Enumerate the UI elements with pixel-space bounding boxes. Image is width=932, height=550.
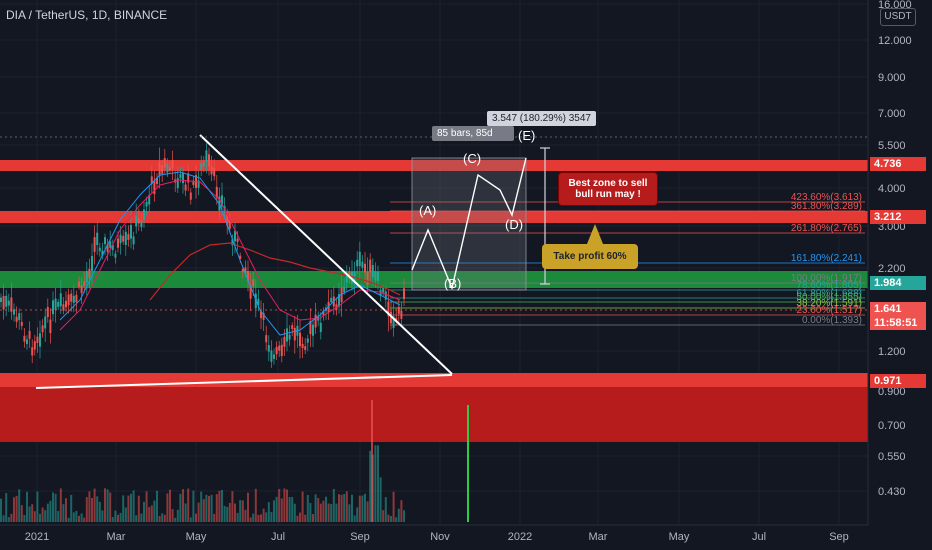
fib-labels: 423.60%(3.613)361.80%(3.289) 261.80%(2.76… — [791, 192, 862, 326]
ma-line-blue — [59, 171, 401, 336]
price-tick: 0.700 — [878, 420, 906, 432]
fib-level-label: 261.80%(2.765) — [791, 223, 862, 234]
time-tick: May — [669, 531, 690, 543]
time-axis[interactable]: 2021 Mar May Jul Sep Nov 2022 Mar May Jul Sep — [25, 531, 849, 543]
projected-wave-path — [411, 157, 527, 291]
candlestick-series — [0, 143, 405, 368]
time-tick: Sep — [350, 531, 370, 543]
support-zone — [0, 271, 868, 288]
fib-level-label: 0.00%(1.393) — [802, 315, 862, 326]
price-tag: 1.984 — [870, 276, 926, 290]
price-tick: 0.550 — [878, 451, 906, 463]
fib-level-label: 50.00%(1.655) — [796, 292, 862, 303]
price-tag: 0.971 — [870, 374, 926, 388]
fib-level-label: 361.80%(3.289) — [791, 201, 862, 212]
fib-level-label: 61.80%(1.688) — [796, 288, 862, 299]
price-tick: 5.500 — [878, 140, 906, 152]
time-tick: Sep — [829, 531, 849, 543]
currency-button[interactable]: USDT — [880, 8, 916, 26]
measure-label: 3.547 (180.29%) 3547 — [487, 111, 596, 126]
time-tick: Jul — [752, 531, 766, 543]
wave-label-b: (B) — [444, 276, 461, 291]
time-tick: Jul — [271, 531, 285, 543]
time-tick: Mar — [107, 531, 126, 543]
price-tick: 1.200 — [878, 346, 906, 358]
wave-label-a: (A) — [419, 203, 436, 218]
time-tick: May — [186, 531, 207, 543]
fib-level-label: 78.60%(1.805) — [796, 280, 862, 291]
support-trendline[interactable] — [35, 374, 453, 389]
ma-line-pink — [59, 179, 401, 331]
price-tick: 9.000 — [878, 72, 906, 84]
price-tick: 0.430 — [878, 486, 906, 498]
ma-line-red — [149, 242, 401, 301]
time-tick: Nov — [430, 531, 450, 543]
resistance-zone-mid — [0, 211, 868, 223]
take-profit-callout[interactable]: Take profit 60% — [542, 244, 638, 269]
price-tick: 12.000 — [878, 35, 912, 47]
volume-bars — [0, 400, 469, 522]
symbol-title[interactable]: DIA / TetherUS, 1D, BINANCE — [6, 8, 168, 22]
price-tick: 0.900 — [878, 386, 906, 398]
wave-label-e: (E) — [518, 128, 535, 143]
fib-level-label: 161.80%(2.241) — [791, 253, 862, 264]
descending-trendline[interactable] — [199, 134, 453, 375]
price-tag: 1.641 — [870, 302, 926, 316]
fib-level-label: 100.00%(1.917) — [791, 273, 862, 284]
resistance-zone-upper — [0, 160, 868, 171]
price-tick: 7.000 — [878, 108, 906, 120]
bars-count-badge: 85 bars, 85d — [432, 126, 514, 141]
callout-pointer — [587, 224, 603, 244]
price-axis[interactable]: 16.000 12.000 9.000 7.000 5.500 4.000 3.000 2.2… — [878, 0, 912, 498]
price-tag: 4.736 — [870, 157, 926, 171]
projection-box[interactable] — [411, 157, 527, 291]
sell-zone-callout[interactable]: Best zone to sell bull run may ! — [558, 172, 658, 206]
wave-label-c: (C) — [463, 151, 481, 166]
bear-zone — [0, 387, 868, 442]
price-tick: 16.000 — [878, 0, 912, 11]
price-tag: 3.212 — [870, 210, 926, 224]
time-tick: Mar — [589, 531, 608, 543]
time-tick: 2021 — [25, 531, 49, 543]
wave-label-d: (D) — [505, 217, 523, 232]
price-tick: 4.000 — [878, 183, 906, 195]
price-tag: 11:58:51 — [870, 316, 926, 330]
price-tick: 3.000 — [878, 221, 906, 233]
time-tick: 2022 — [508, 531, 532, 543]
fib-level-label: 23.60%(1.517) — [796, 305, 862, 316]
fib-level-label: 38.20%(1.591) — [796, 298, 862, 309]
fib-level-label: 423.60%(3.613) — [791, 192, 862, 203]
price-tick: 2.200 — [878, 263, 906, 275]
support-break-line-zone — [0, 373, 868, 387]
